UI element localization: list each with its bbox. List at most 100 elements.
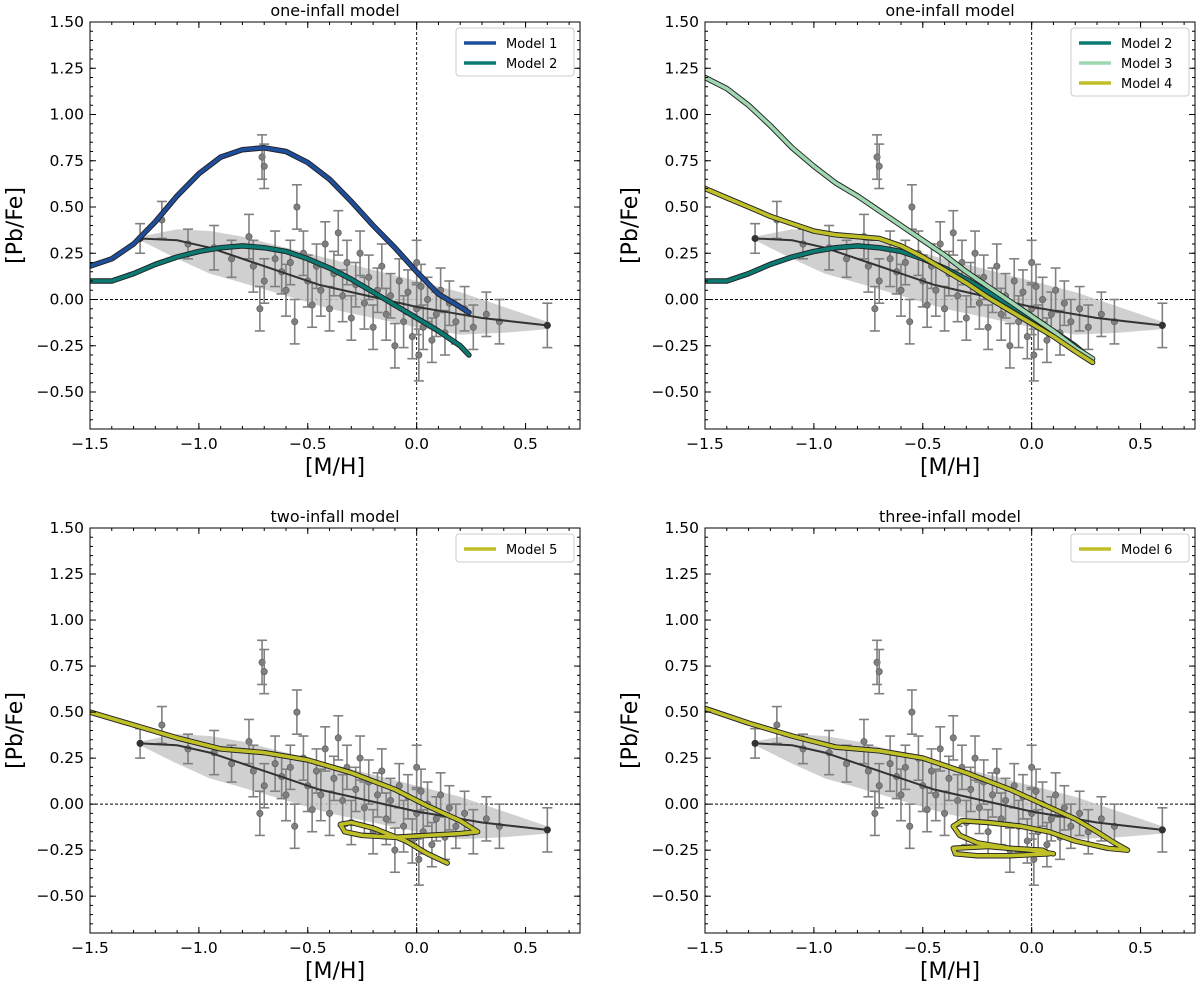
plot-area xyxy=(705,22,1195,429)
data-point xyxy=(400,318,408,326)
data-point xyxy=(997,310,1005,318)
y-tick-label: −0.50 xyxy=(652,383,700,401)
data-point xyxy=(971,249,979,257)
y-tick-label: 0.25 xyxy=(664,244,699,262)
y-tick-label: 0.00 xyxy=(49,795,84,813)
data-point xyxy=(391,846,399,854)
data-point xyxy=(317,791,325,799)
series-model-6-line xyxy=(705,706,1130,858)
y-tick-label: 0.75 xyxy=(664,657,699,675)
data-point xyxy=(993,767,1001,775)
spread-band xyxy=(140,229,548,335)
legend-label: Model 2 xyxy=(1121,37,1172,52)
y-axis-label: [Pb/Fe] xyxy=(3,187,28,264)
y-tick-label: 0.50 xyxy=(49,198,84,216)
data-point xyxy=(875,277,883,285)
x-axis-label: [M/H] xyxy=(305,959,365,984)
chart-title: three-infall model xyxy=(879,507,1021,526)
data-point xyxy=(260,162,268,170)
data-point xyxy=(352,785,360,793)
legend-box xyxy=(455,533,575,563)
data-point xyxy=(906,822,914,830)
legend-label: Model 5 xyxy=(506,543,557,558)
x-tick-label: 0.5 xyxy=(1128,939,1153,957)
data-point xyxy=(334,734,342,742)
data-point xyxy=(860,738,868,746)
data-point xyxy=(1010,277,1018,285)
data-point xyxy=(334,229,342,237)
y-tick-label: 0.50 xyxy=(49,703,84,721)
data-point xyxy=(326,305,334,313)
data-point xyxy=(1043,336,1051,344)
data-point xyxy=(908,708,916,716)
data-point xyxy=(452,822,460,830)
x-tick-label: 0.0 xyxy=(404,939,429,957)
data-point xyxy=(871,305,879,313)
y-tick-label: 1.00 xyxy=(664,106,699,124)
y-tick-label: 1.50 xyxy=(49,13,84,31)
y-tick-label: −0.50 xyxy=(37,383,85,401)
y-tick-label: −0.25 xyxy=(37,337,85,355)
data-point xyxy=(286,258,294,266)
x-axis-label: [M/H] xyxy=(920,959,980,984)
y-tick-label: 0.25 xyxy=(664,749,699,767)
data-point xyxy=(245,738,253,746)
series-model-3-line xyxy=(705,75,1095,361)
data-point xyxy=(1097,310,1105,318)
median-start-marker xyxy=(751,739,759,747)
x-tick-label: 0.5 xyxy=(513,435,538,453)
y-tick-label: 0.00 xyxy=(49,291,84,309)
median-end-marker xyxy=(1158,321,1166,329)
x-tick-label: −1.5 xyxy=(686,435,724,453)
x-tick-label: −1.0 xyxy=(795,435,833,453)
data-point xyxy=(391,342,399,350)
data-point xyxy=(417,283,425,291)
data-point xyxy=(932,286,940,294)
median-line xyxy=(755,742,1163,831)
data-point xyxy=(1052,791,1060,799)
x-tick-label: −0.5 xyxy=(289,435,327,453)
data-point xyxy=(317,286,325,294)
y-tick-label: 1.25 xyxy=(49,59,84,77)
data-point xyxy=(936,745,944,753)
y-tick-label: 1.00 xyxy=(664,611,699,629)
data-point xyxy=(437,791,445,799)
data-point xyxy=(378,767,386,775)
data-point xyxy=(428,336,436,344)
chart-title: one-infall model xyxy=(885,1,1014,20)
data-point xyxy=(326,809,334,817)
data-point xyxy=(901,258,909,266)
series-model-2-line xyxy=(90,244,471,357)
data-point xyxy=(875,668,883,676)
data-point xyxy=(923,301,931,309)
y-tick-label: 1.50 xyxy=(664,519,699,537)
data-point xyxy=(339,796,347,804)
y-tick-label: −0.25 xyxy=(652,337,700,355)
data-point xyxy=(908,203,916,211)
data-point xyxy=(1067,822,1075,830)
data-point xyxy=(875,162,883,170)
data-point xyxy=(897,286,905,294)
y-tick-label: −0.50 xyxy=(37,887,85,905)
x-tick-label: −1.5 xyxy=(686,939,724,957)
data-point xyxy=(984,828,992,836)
data-point xyxy=(886,760,894,768)
data-point xyxy=(158,721,166,729)
panel-top-left: −1.5 −1.0 −0.5 0.0 0.5 −0.50 −0.25 0.00 0.25 0.50… xyxy=(3,1,581,480)
data-point xyxy=(482,310,490,318)
y-tick-label: 0.75 xyxy=(49,152,84,170)
data-point xyxy=(871,809,879,817)
x-axis-label: [M/H] xyxy=(920,455,980,480)
data-point xyxy=(945,774,953,782)
data-point xyxy=(293,708,301,716)
data-point xyxy=(1067,318,1075,326)
y-tick-label: 0.50 xyxy=(664,198,699,216)
data-point xyxy=(941,809,949,817)
data-point xyxy=(282,286,290,294)
data-point xyxy=(271,255,279,263)
data-point xyxy=(291,822,299,830)
y-tick-label: 0.00 xyxy=(664,291,699,309)
data-point xyxy=(245,233,253,241)
x-axis-label: [M/H] xyxy=(305,455,365,480)
x-tick-label: −1.5 xyxy=(71,435,109,453)
